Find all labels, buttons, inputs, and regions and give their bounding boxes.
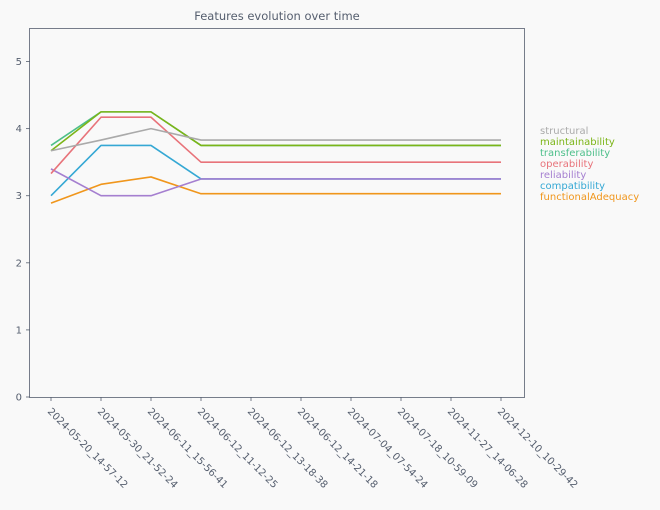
series-line-maintainability — [50, 111, 501, 152]
legend-label-reliability: reliability — [540, 170, 586, 181]
y-tick-label: 0 — [16, 393, 22, 404]
series-line-functionalAdequacy — [50, 176, 501, 204]
series-line-structural — [50, 127, 501, 152]
y-axis: 0 1 2 3 4 5 — [16, 57, 30, 404]
y-tick-label: 1 — [16, 325, 22, 336]
series-line-reliability — [50, 168, 501, 197]
series-lines — [50, 111, 501, 204]
y-tick-label: 2 — [16, 258, 22, 269]
y-tick-label: 3 — [16, 191, 22, 202]
y-tick-label: 4 — [16, 124, 22, 135]
legend-label-maintainability: maintainability — [540, 137, 615, 148]
legend-label-functionalAdequacy: functionalAdequacy — [540, 192, 639, 203]
legend-label-compatibility: compatibility — [540, 181, 605, 192]
legend-label-operability: operability — [540, 159, 593, 170]
chart-title: Features evolution over time — [194, 9, 359, 23]
plot-area-frame — [29, 28, 525, 398]
legend-label-structural: structural — [540, 126, 588, 137]
series-line-operability — [50, 116, 501, 175]
legend: structuralmaintainabilitytransferability… — [540, 126, 639, 203]
legend-label-transferability: transferability — [540, 148, 610, 159]
y-tick-label: 5 — [16, 57, 22, 68]
